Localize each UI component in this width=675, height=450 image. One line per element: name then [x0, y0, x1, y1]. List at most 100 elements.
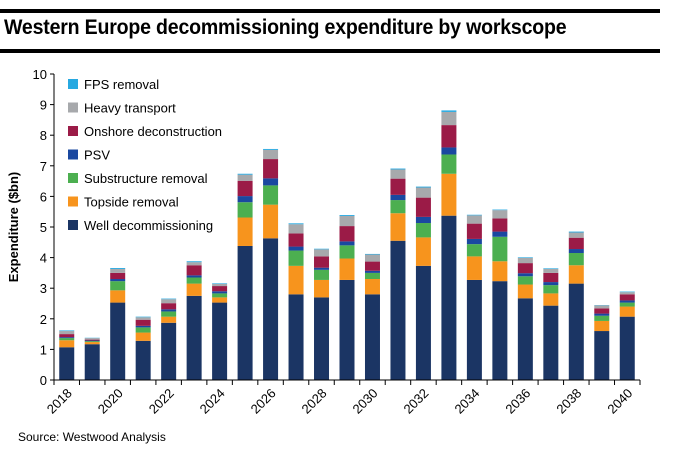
- bar-segment: [110, 268, 126, 273]
- bar-segment: [314, 297, 330, 380]
- bar-segment: [441, 111, 457, 126]
- bar-segment: [466, 214, 482, 216]
- bar-segment: [619, 316, 635, 380]
- bar-segment: [364, 279, 380, 295]
- legend-swatch: [68, 149, 78, 160]
- bar-segment: [517, 273, 533, 277]
- bar-segment: [314, 249, 330, 257]
- bar-segment: [314, 269, 330, 280]
- bar-segment: [466, 244, 482, 257]
- bar-segment: [517, 263, 533, 274]
- bar-segment: [517, 276, 533, 285]
- bar-segment: [619, 306, 635, 317]
- bar-segment: [314, 256, 330, 268]
- y-tick-label: 6: [40, 189, 47, 204]
- source-note: Source: Westwood Analysis: [18, 430, 166, 444]
- bar-segment: [263, 178, 279, 186]
- legend-swatch: [68, 79, 78, 89]
- top-rule: [0, 9, 660, 13]
- bar-segment: [161, 298, 177, 300]
- bar-segment: [364, 270, 380, 273]
- bar-segment: [441, 173, 457, 216]
- bar-segment: [161, 309, 177, 312]
- bar-segment: [237, 196, 253, 203]
- bar-segment: [288, 250, 304, 266]
- bar-segment: [212, 302, 228, 380]
- bar-segment: [594, 305, 610, 309]
- bar-segment: [161, 322, 177, 380]
- bar-segment: [339, 279, 355, 380]
- bar-segment: [186, 295, 202, 380]
- x-tick-label: 2024: [197, 386, 228, 417]
- bar-segment: [492, 218, 508, 232]
- bar-segment: [135, 340, 151, 380]
- bar-segment: [135, 332, 151, 341]
- y-tick-label: 3: [40, 281, 47, 296]
- bar-segment: [84, 344, 100, 380]
- x-tick-label: 2020: [95, 386, 126, 417]
- bar-segment: [517, 284, 533, 299]
- bar-segment: [263, 148, 279, 150]
- bar-segment: [288, 294, 304, 380]
- bar-segment: [59, 347, 75, 380]
- bar-segment: [84, 340, 100, 342]
- bar-segment: [390, 194, 406, 201]
- bar-segment: [543, 293, 559, 306]
- bar-segment: [492, 209, 508, 211]
- bar-segment: [314, 267, 330, 270]
- bar-segment: [263, 238, 279, 380]
- bar-segment: [466, 256, 482, 280]
- bar-segment: [84, 342, 100, 345]
- bar-segment: [186, 262, 202, 266]
- bar-segment: [415, 223, 431, 238]
- bar-segment: [110, 302, 126, 380]
- x-axis: 2018 2020 2022 2024 2026 2028 2030 2032 2034 2036…: [44, 379, 641, 417]
- bar-segment: [110, 290, 126, 303]
- bar-segment: [263, 185, 279, 205]
- bar-segment: [415, 265, 431, 380]
- bar-segment: [364, 272, 380, 280]
- y-tick-label: 2: [40, 312, 47, 327]
- bar-segment: [59, 330, 75, 332]
- bar-segment: [441, 110, 457, 112]
- bar-segment: [543, 268, 559, 269]
- bar-segment: [237, 173, 253, 175]
- bar-segment: [466, 215, 482, 224]
- bar-segment: [364, 261, 380, 271]
- bar-segment: [415, 237, 431, 266]
- bar-segment: [135, 317, 151, 320]
- bar-segment: [441, 125, 457, 148]
- bar-segment: [59, 338, 75, 341]
- legend-swatch: [68, 102, 78, 113]
- bar-segment: [543, 272, 559, 283]
- bar-segment: [517, 298, 533, 380]
- bar-segment: [212, 283, 228, 284]
- bar-segment: [135, 316, 151, 318]
- legend-label: FPS removal: [84, 77, 159, 92]
- bar-segment: [466, 238, 482, 245]
- bar-segment: [237, 217, 253, 246]
- y-tick-label: 8: [40, 128, 47, 143]
- bar-segment: [543, 268, 559, 273]
- bar-segment: [212, 291, 228, 294]
- bar-segment: [186, 261, 202, 263]
- bar-segment: [568, 231, 584, 233]
- bar-segment: [237, 202, 253, 218]
- bar-segment: [543, 305, 559, 380]
- bar-segment: [339, 215, 355, 216]
- bar-segment: [594, 308, 610, 314]
- legend-swatch: [68, 126, 78, 136]
- bar-segment: [110, 281, 126, 291]
- bar-segment: [364, 253, 380, 255]
- bar-segment: [619, 302, 635, 307]
- bar-segment: [390, 168, 406, 170]
- bar-segment: [339, 258, 355, 280]
- bar-segment: [110, 268, 126, 269]
- y-tick-label: 7: [40, 159, 47, 174]
- bar-segment: [84, 338, 100, 340]
- y-axis: 0 1 2 3 4 5 6 7 8 9 10: [33, 67, 55, 388]
- x-tick-label: 2028: [299, 386, 330, 417]
- bar-segment: [135, 327, 151, 333]
- bar-segment: [263, 149, 279, 160]
